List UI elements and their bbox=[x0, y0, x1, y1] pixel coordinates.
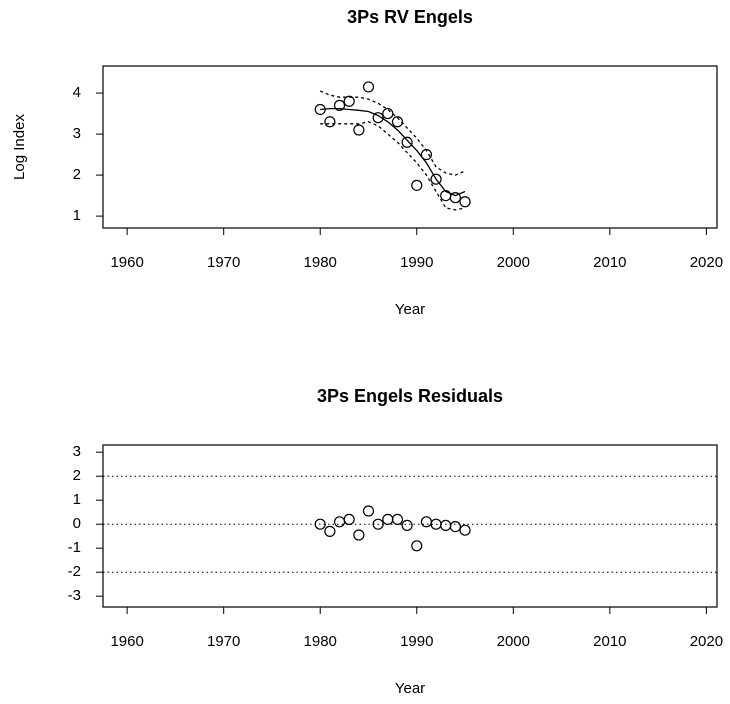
data-point bbox=[440, 519, 452, 532]
y-tick-label: 0 bbox=[73, 515, 81, 532]
y-tick-label: 4 bbox=[73, 84, 81, 101]
data-point bbox=[362, 81, 375, 93]
data-point bbox=[411, 540, 423, 552]
y-axis-label: Log Index bbox=[11, 114, 28, 180]
data-point bbox=[401, 136, 413, 148]
x-tick-label: 2020 bbox=[690, 633, 723, 650]
x-tick-label: 2000 bbox=[497, 254, 530, 271]
data-point bbox=[391, 116, 404, 128]
fit-line bbox=[320, 108, 466, 197]
data-point bbox=[401, 519, 413, 532]
x-tick-label: 1970 bbox=[207, 633, 240, 650]
chart-title: 3Ps Engels Residuals bbox=[317, 386, 503, 406]
x-tick-label: 1990 bbox=[400, 254, 433, 271]
data-point bbox=[430, 173, 442, 185]
y-tick-label: 3 bbox=[73, 125, 81, 142]
data-point bbox=[459, 524, 471, 536]
y-tick-label: 2 bbox=[73, 166, 81, 183]
y-tick-label: 1 bbox=[73, 207, 81, 224]
data-point bbox=[324, 116, 336, 128]
x-tick-label: 1980 bbox=[304, 633, 337, 650]
data-point bbox=[343, 95, 355, 107]
x-tick-label: 1960 bbox=[110, 633, 143, 650]
data-point bbox=[449, 520, 461, 533]
confidence-line bbox=[320, 121, 466, 211]
data-point bbox=[382, 107, 394, 120]
plot-frame bbox=[102, 444, 718, 608]
y-tick-label: -1 bbox=[68, 539, 81, 556]
data-point bbox=[382, 513, 394, 526]
y-tick-label: 1 bbox=[73, 491, 81, 508]
data-point bbox=[372, 112, 384, 124]
y-tick-label: -2 bbox=[68, 563, 81, 580]
data-point bbox=[353, 124, 365, 136]
x-tick-label: 1980 bbox=[304, 254, 337, 271]
x-tick-label: 1990 bbox=[400, 633, 433, 650]
data-point bbox=[420, 516, 433, 528]
data-point bbox=[333, 516, 346, 528]
x-axis-label: Year bbox=[395, 301, 425, 318]
x-axis-label: Year bbox=[395, 680, 425, 697]
data-point bbox=[333, 99, 346, 111]
y-tick-label: 3 bbox=[73, 443, 81, 460]
data-point bbox=[459, 196, 471, 208]
data-point bbox=[314, 518, 326, 530]
x-tick-label: 2000 bbox=[497, 633, 530, 650]
y-tick-label: -3 bbox=[68, 587, 81, 604]
x-tick-label: 1960 bbox=[110, 254, 143, 271]
data-point bbox=[411, 179, 423, 191]
y-tick-label: 2 bbox=[73, 467, 81, 484]
x-tick-label: 2010 bbox=[593, 633, 626, 650]
x-tick-label: 2020 bbox=[690, 254, 723, 271]
plot-frame bbox=[102, 65, 718, 229]
x-tick-label: 2010 bbox=[593, 254, 626, 271]
data-point bbox=[372, 518, 384, 530]
data-point bbox=[391, 513, 404, 526]
data-point bbox=[324, 525, 336, 538]
confidence-line bbox=[319, 90, 466, 176]
chart-title: 3Ps RV Engels bbox=[347, 7, 473, 27]
data-point bbox=[449, 192, 461, 204]
data-point bbox=[353, 529, 365, 541]
x-tick-label: 1970 bbox=[207, 254, 240, 271]
data-point bbox=[362, 505, 375, 517]
data-point bbox=[343, 513, 355, 526]
